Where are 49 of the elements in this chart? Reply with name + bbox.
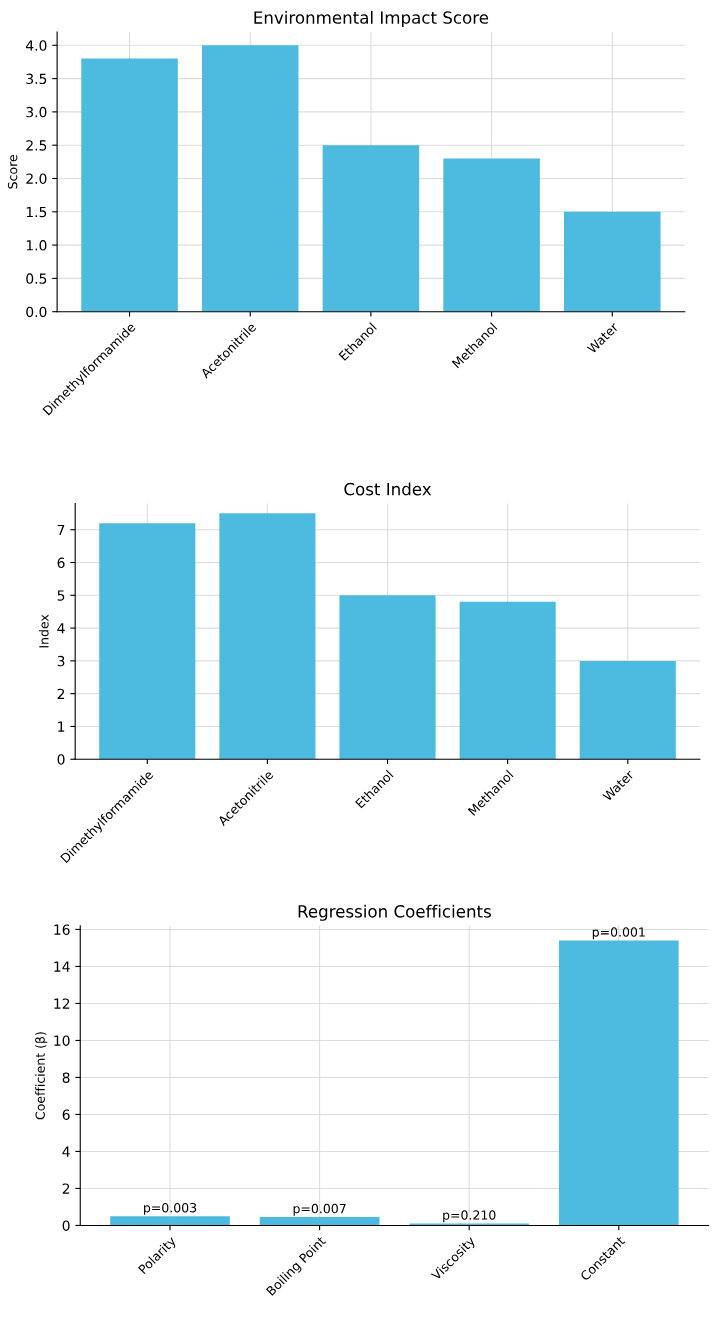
y-tick-label: 2.0	[26, 173, 47, 184]
y-tick-label: 12	[54, 998, 70, 1009]
bar	[443, 158, 540, 312]
annotation: p=0.003	[144, 1202, 197, 1215]
y-tick-label: 1.0	[26, 240, 47, 251]
y-axis-title: Score	[7, 154, 18, 189]
y-tick-label: 0.0	[26, 306, 47, 318]
y-tick-label: 3	[57, 655, 65, 667]
chart-title: Cost Index	[344, 482, 432, 496]
y-tick-label: 6	[62, 1109, 70, 1120]
bar	[339, 595, 436, 760]
bar	[110, 1216, 230, 1226]
annotation: p=0.001	[592, 927, 645, 940]
y-tick-label: 0	[57, 754, 65, 765]
y-tick-label: 6	[57, 557, 65, 568]
bar	[81, 58, 178, 312]
bar	[459, 601, 556, 760]
bar	[99, 523, 196, 760]
y-tick-label: 2	[62, 1183, 70, 1194]
y-tick-label: 7	[57, 524, 65, 535]
y-axis-title: Coefficient (β)	[35, 1032, 48, 1120]
y-tick-label: 3.5	[26, 73, 47, 85]
y-tick-label: 3.0	[26, 106, 47, 118]
y-tick-label: 10	[54, 1035, 70, 1046]
y-tick-label: 5	[57, 590, 65, 601]
bar	[579, 660, 676, 760]
bar	[259, 1217, 380, 1226]
y-tick-label: 4	[57, 623, 65, 634]
y-tick-label: 1	[58, 721, 65, 732]
y-tick-label: 4.0	[25, 40, 47, 51]
y-tick-label: 0.5	[26, 273, 47, 284]
y-tick-label: 16	[54, 924, 70, 935]
bar	[219, 513, 316, 760]
y-tick-label: 0	[62, 1220, 70, 1231]
bar	[564, 211, 661, 312]
y-tick-label: 4	[62, 1146, 70, 1157]
annotation: p=0.007	[293, 1203, 346, 1216]
y-tick-label: 8	[62, 1072, 70, 1083]
chart-title: Regression Coefficients	[298, 904, 491, 921]
y-tick-label: 2	[57, 688, 65, 699]
chart-title: Environmental Impact Score	[254, 10, 489, 28]
y-tick-label: 2.5	[26, 140, 47, 151]
annotation: p=0.210	[443, 1210, 496, 1223]
bar	[322, 145, 420, 312]
y-tick-label: 1.5	[26, 206, 47, 218]
bar	[558, 940, 679, 1226]
bar	[201, 45, 299, 312]
y-tick-label: 14	[54, 961, 70, 972]
y-axis-title: Index	[38, 614, 49, 648]
